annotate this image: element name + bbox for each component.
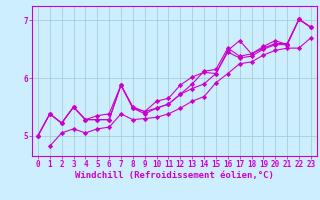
X-axis label: Windchill (Refroidissement éolien,°C): Windchill (Refroidissement éolien,°C) [75,171,274,180]
